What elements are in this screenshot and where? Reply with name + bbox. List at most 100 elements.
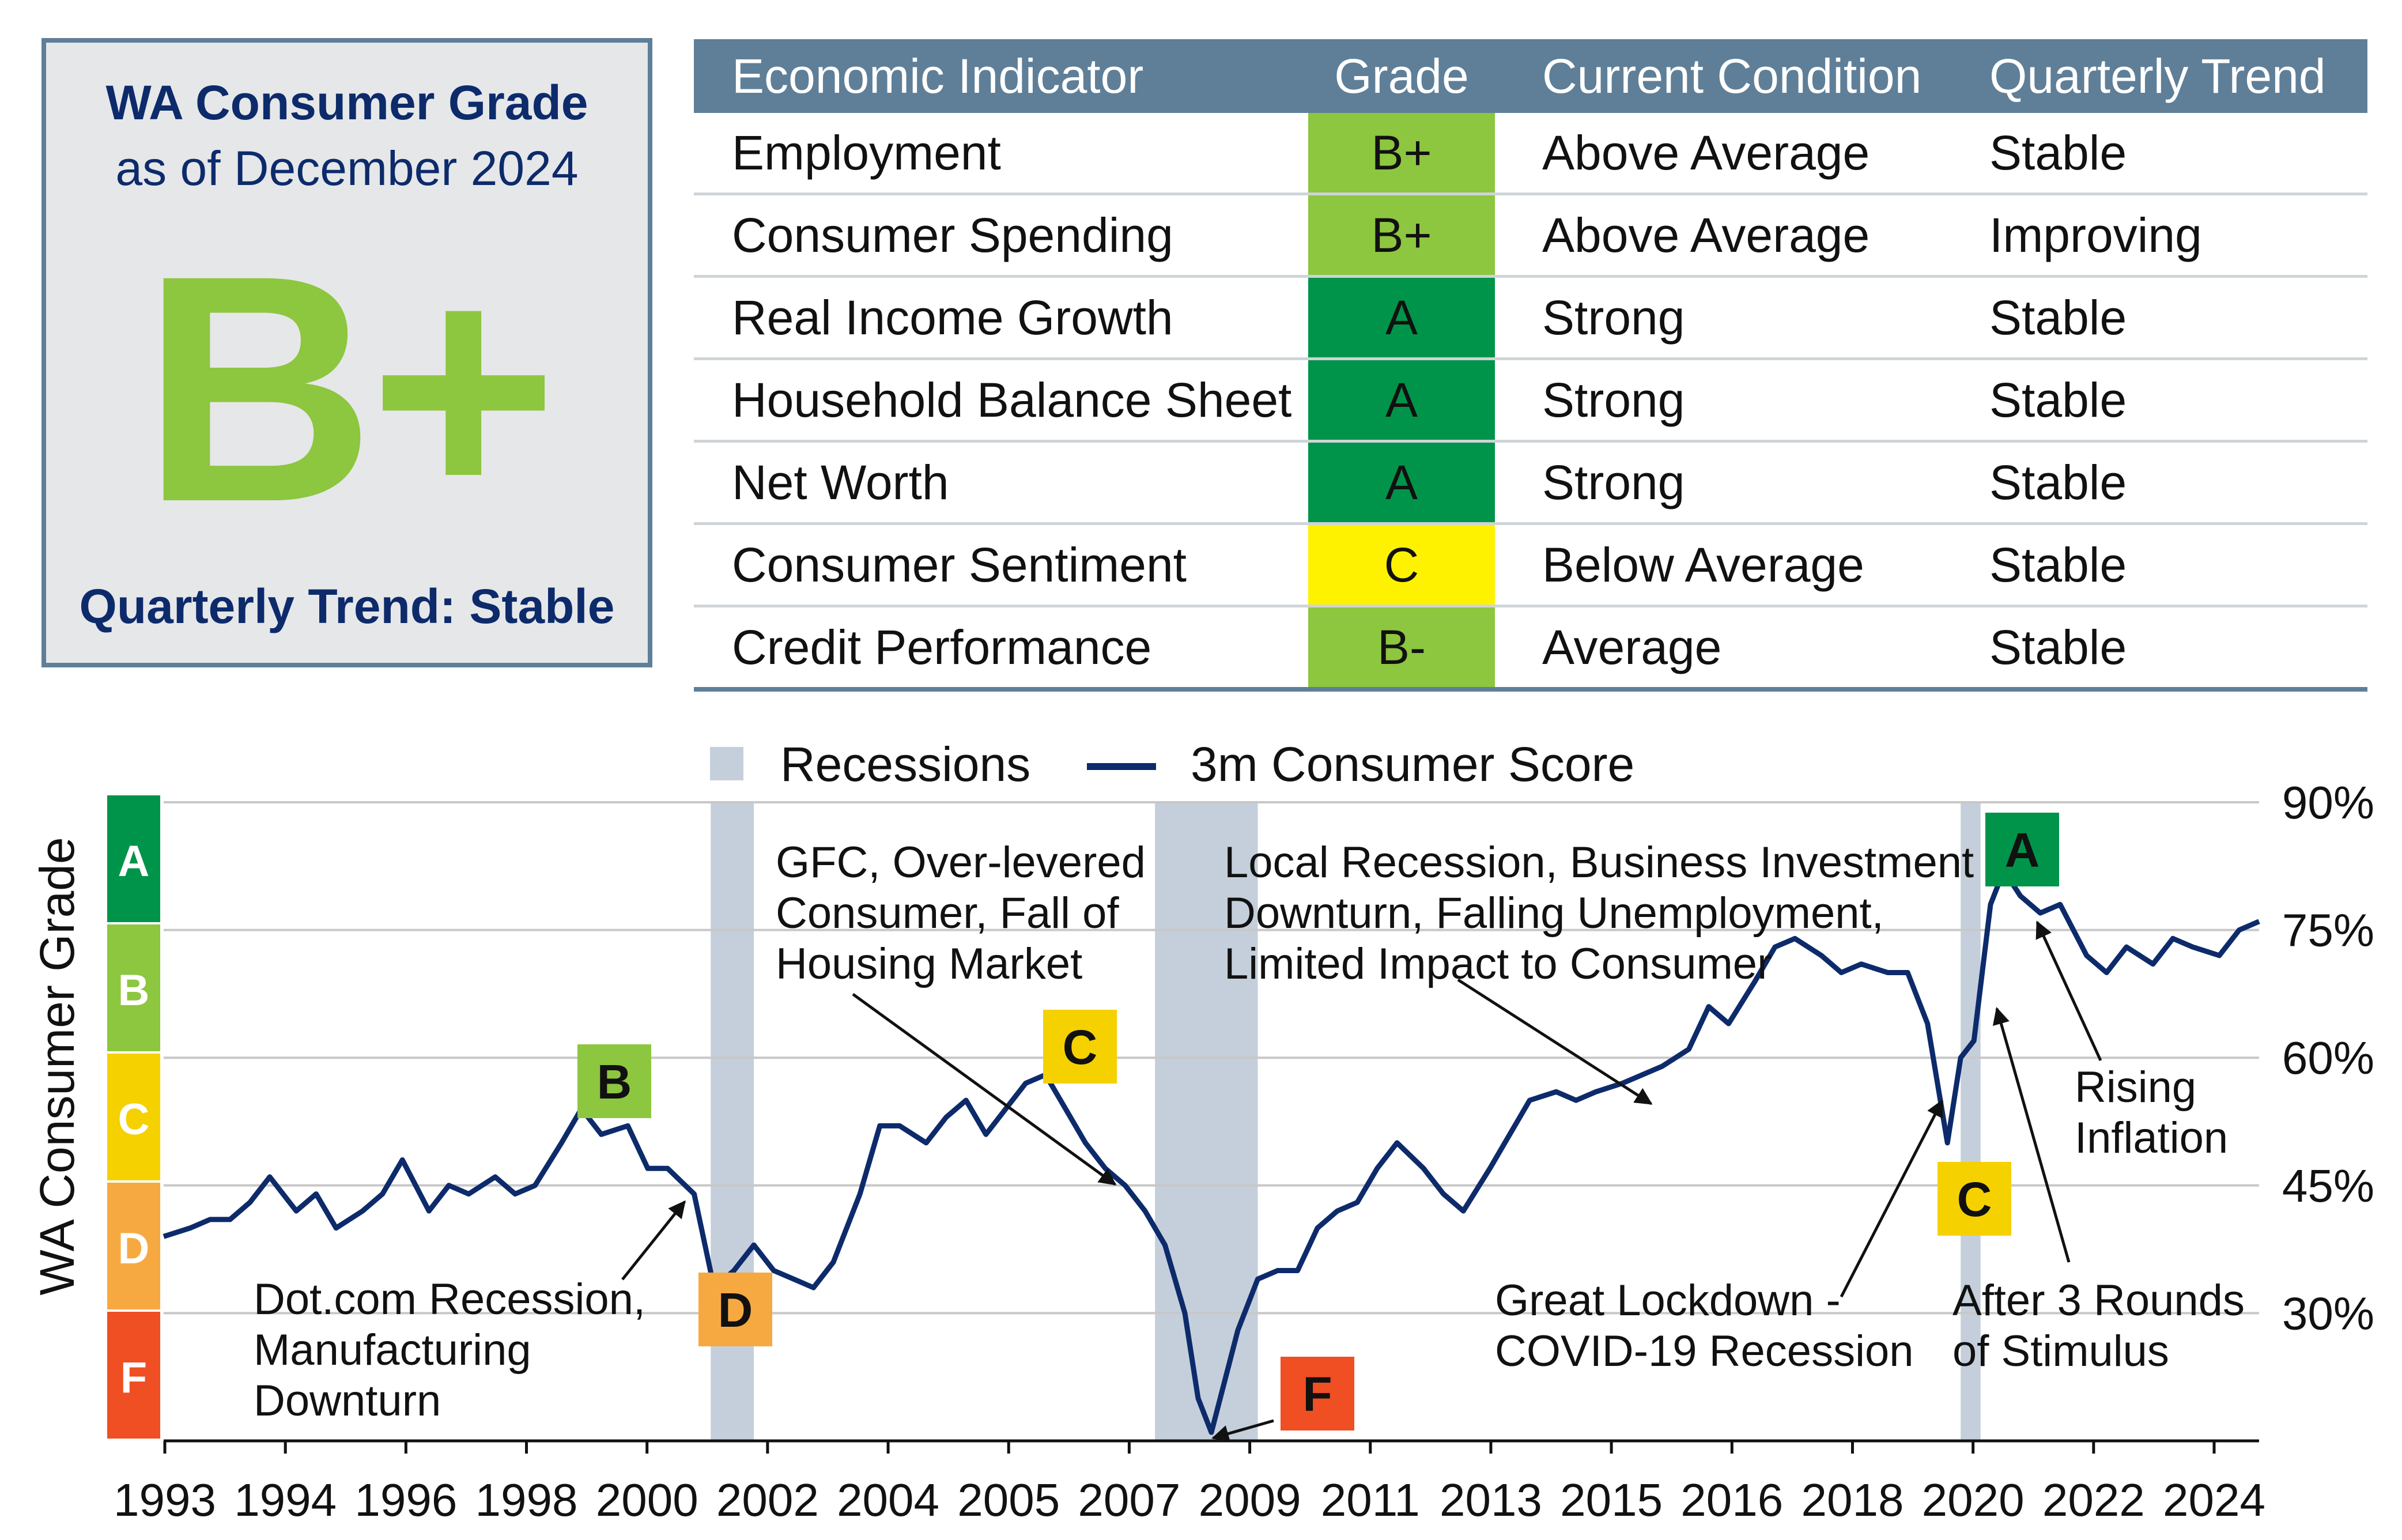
x-tick-label: 2011 — [1321, 1474, 1420, 1526]
indicator-condition: Above Average — [1542, 125, 1870, 180]
grade-band-label: A — [118, 837, 150, 886]
y-axis-title: WA Consumer Grade — [30, 837, 84, 1295]
badge-f-2009 — [1281, 1357, 1354, 1430]
grade-band-label: D — [118, 1224, 150, 1273]
indicator-name: Household Balance Sheet — [732, 372, 1292, 427]
grade-band-c — [107, 1054, 160, 1180]
covid-annotation: Great Lockdown - COVID-19 Recession — [1495, 1276, 1914, 1376]
table-row: Employment B+ Above Average Stable — [694, 113, 2367, 195]
grade-band-a — [107, 795, 160, 922]
grade-band-label: B — [118, 966, 150, 1015]
indicator-trend: Stable — [1989, 372, 2127, 427]
header-trend: Quarterly Trend — [1989, 48, 2326, 103]
badge-b-label: B — [597, 1055, 632, 1109]
x-tick-label: 1996 — [354, 1474, 457, 1526]
header-condition: Current Condition — [1542, 48, 1922, 103]
quarterly-trend: Quarterly Trend: Stable — [79, 579, 615, 633]
indicator-grade: A — [1308, 360, 1495, 440]
x-tick-label: 2000 — [596, 1474, 698, 1526]
dotcom-arrow — [621, 1200, 686, 1281]
indicator-grade: B+ — [1308, 195, 1495, 275]
grade-band-label: F — [120, 1353, 147, 1402]
indicator-grade: B+ — [1308, 113, 1495, 192]
badge-d-2001 — [698, 1273, 772, 1346]
recession-bar-1 — [1155, 802, 1258, 1441]
x-tick-label: 2022 — [2042, 1474, 2145, 1526]
grade-band-label: C — [118, 1095, 150, 1144]
local-line-3: Limited Impact to Consumer — [1224, 939, 1772, 988]
indicator-table: Economic Indicator Grade Current Conditi… — [694, 39, 2367, 692]
y-tick-label: 90% — [2282, 777, 2374, 828]
indicator-condition: Strong — [1542, 372, 1685, 427]
inflation-arrow — [2035, 920, 2102, 1062]
table-row: Net Worth A Strong Stable — [694, 443, 2367, 525]
grade-band-f — [107, 1312, 160, 1439]
x-tick-label: 2024 — [2163, 1474, 2265, 1526]
y-tick-label: 60% — [2282, 1032, 2374, 1084]
legend-score-label: 3m Consumer Score — [1191, 737, 1634, 791]
gfc-line-1: GFC, Over-levered — [776, 838, 1146, 887]
indicator-name: Consumer Sentiment — [732, 537, 1187, 592]
inflation-annotation: Rising Inflation — [2075, 1063, 2228, 1162]
local-recession-arrow — [1457, 978, 1653, 1105]
covid-line-2: COVID-19 Recession — [1495, 1327, 1914, 1376]
dotcom-line-2: Manufacturing — [254, 1326, 531, 1375]
badge-a-label: A — [2005, 823, 2040, 877]
badge-c-2006 — [1043, 1010, 1117, 1084]
indicator-grade: A — [1308, 278, 1495, 357]
consumer-score-line — [163, 867, 2260, 1435]
indicator-name: Employment — [732, 125, 1001, 180]
indicator-condition: Below Average — [1542, 537, 1864, 592]
indicator-trend: Stable — [1989, 290, 2127, 345]
indicator-trend: Stable — [1989, 125, 2127, 180]
gfc-bottom-arrow — [1211, 1419, 1274, 1443]
badge-b-2000 — [577, 1044, 651, 1118]
card-title: WA Consumer Grade — [105, 76, 588, 130]
indicator-name: Net Worth — [732, 455, 949, 509]
header-indicator: Economic Indicator — [732, 48, 1144, 103]
badge-c-covid-label: C — [1957, 1172, 1992, 1226]
indicator-trend: Stable — [1989, 537, 2127, 592]
x-tick-label: 2009 — [1199, 1474, 1301, 1526]
stimulus-arrow — [1992, 1007, 2071, 1263]
recession-bar-2 — [1961, 802, 1981, 1441]
badge-d-label: D — [718, 1283, 753, 1337]
indicator-trend: Stable — [1989, 455, 2127, 509]
badge-f-label: F — [1302, 1367, 1332, 1421]
indicator-grade: A — [1308, 443, 1495, 522]
indicator-trend: Stable — [1989, 620, 2127, 674]
table-row: Consumer Sentiment C Below Average Stabl… — [694, 525, 2367, 607]
indicator-condition: Strong — [1542, 455, 1685, 509]
y-tick-label: 75% — [2282, 905, 2374, 956]
gfc-annotation: GFC, Over-levered Consumer, Fall of Hous… — [776, 838, 1158, 988]
table-row: Credit Performance B- Average Stable — [694, 607, 2367, 692]
x-tick-label: 2016 — [1680, 1474, 1783, 1526]
indicator-grade: C — [1308, 525, 1495, 605]
x-tick-label: 1998 — [475, 1474, 578, 1526]
x-tick-label: 2007 — [1078, 1474, 1180, 1526]
indicator-condition: Average — [1542, 620, 1722, 674]
header-grade: Grade — [1334, 48, 1469, 103]
table-row: Real Income Growth A Strong Stable — [694, 278, 2367, 360]
stimulus-annotation: After 3 Rounds of Stimulus — [1952, 1276, 2257, 1376]
table-row: Household Balance Sheet A Strong Stable — [694, 360, 2367, 443]
dotcom-line-3: Downturn — [254, 1376, 441, 1425]
badge-c-2020 — [1938, 1162, 2011, 1236]
overall-grade-card: WA Consumer Grade as of December 2024 B+… — [41, 38, 652, 667]
x-tick-label: 2002 — [716, 1474, 819, 1526]
x-tick-label: 2020 — [1922, 1474, 2025, 1526]
indicator-trend: Improving — [1989, 207, 2202, 262]
x-tick-label: 2005 — [957, 1474, 1060, 1526]
indicator-grade: B- — [1308, 607, 1495, 687]
x-tick-label: 2015 — [1560, 1474, 1663, 1526]
stimulus-line-2: of Stimulus — [1952, 1327, 2169, 1376]
dotcom-annotation: Dot.com Recession, Manufacturing Downtur… — [254, 1275, 658, 1425]
local-recession-annotation: Local Recession, Business Investment Dow… — [1224, 838, 1986, 988]
y-tick-label: 45% — [2282, 1160, 2374, 1211]
inflation-line-1: Rising — [2075, 1063, 2196, 1112]
inflation-line-2: Inflation — [2075, 1114, 2228, 1162]
x-tick-label: 2004 — [837, 1474, 939, 1526]
table-row: Consumer Spending B+ Above Average Impro… — [694, 195, 2367, 278]
x-tick-label: 2013 — [1440, 1474, 1542, 1526]
